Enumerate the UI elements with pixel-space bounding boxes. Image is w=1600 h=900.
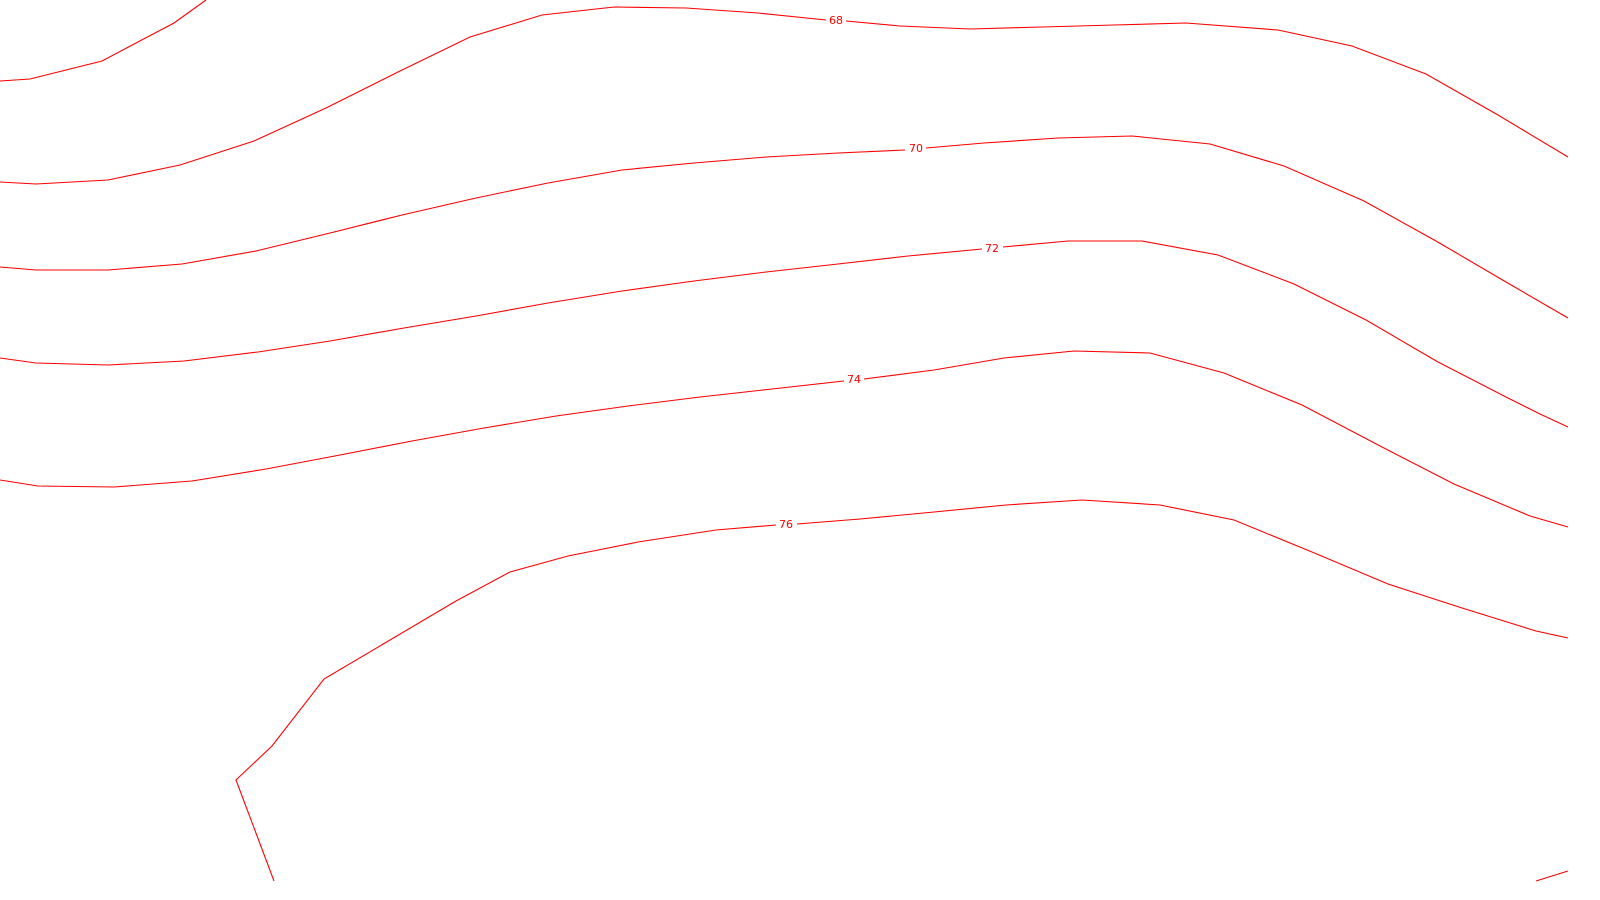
map-background bbox=[0, 0, 1600, 900]
contour-label-74: 74 bbox=[847, 373, 861, 386]
contour-label-70: 70 bbox=[909, 142, 923, 155]
contour-label-68: 68 bbox=[829, 14, 843, 27]
contour-map: 68 70 72 74 76 bbox=[0, 0, 1600, 900]
contour-label-76: 76 bbox=[779, 518, 793, 531]
contour-label-72: 72 bbox=[985, 242, 999, 255]
